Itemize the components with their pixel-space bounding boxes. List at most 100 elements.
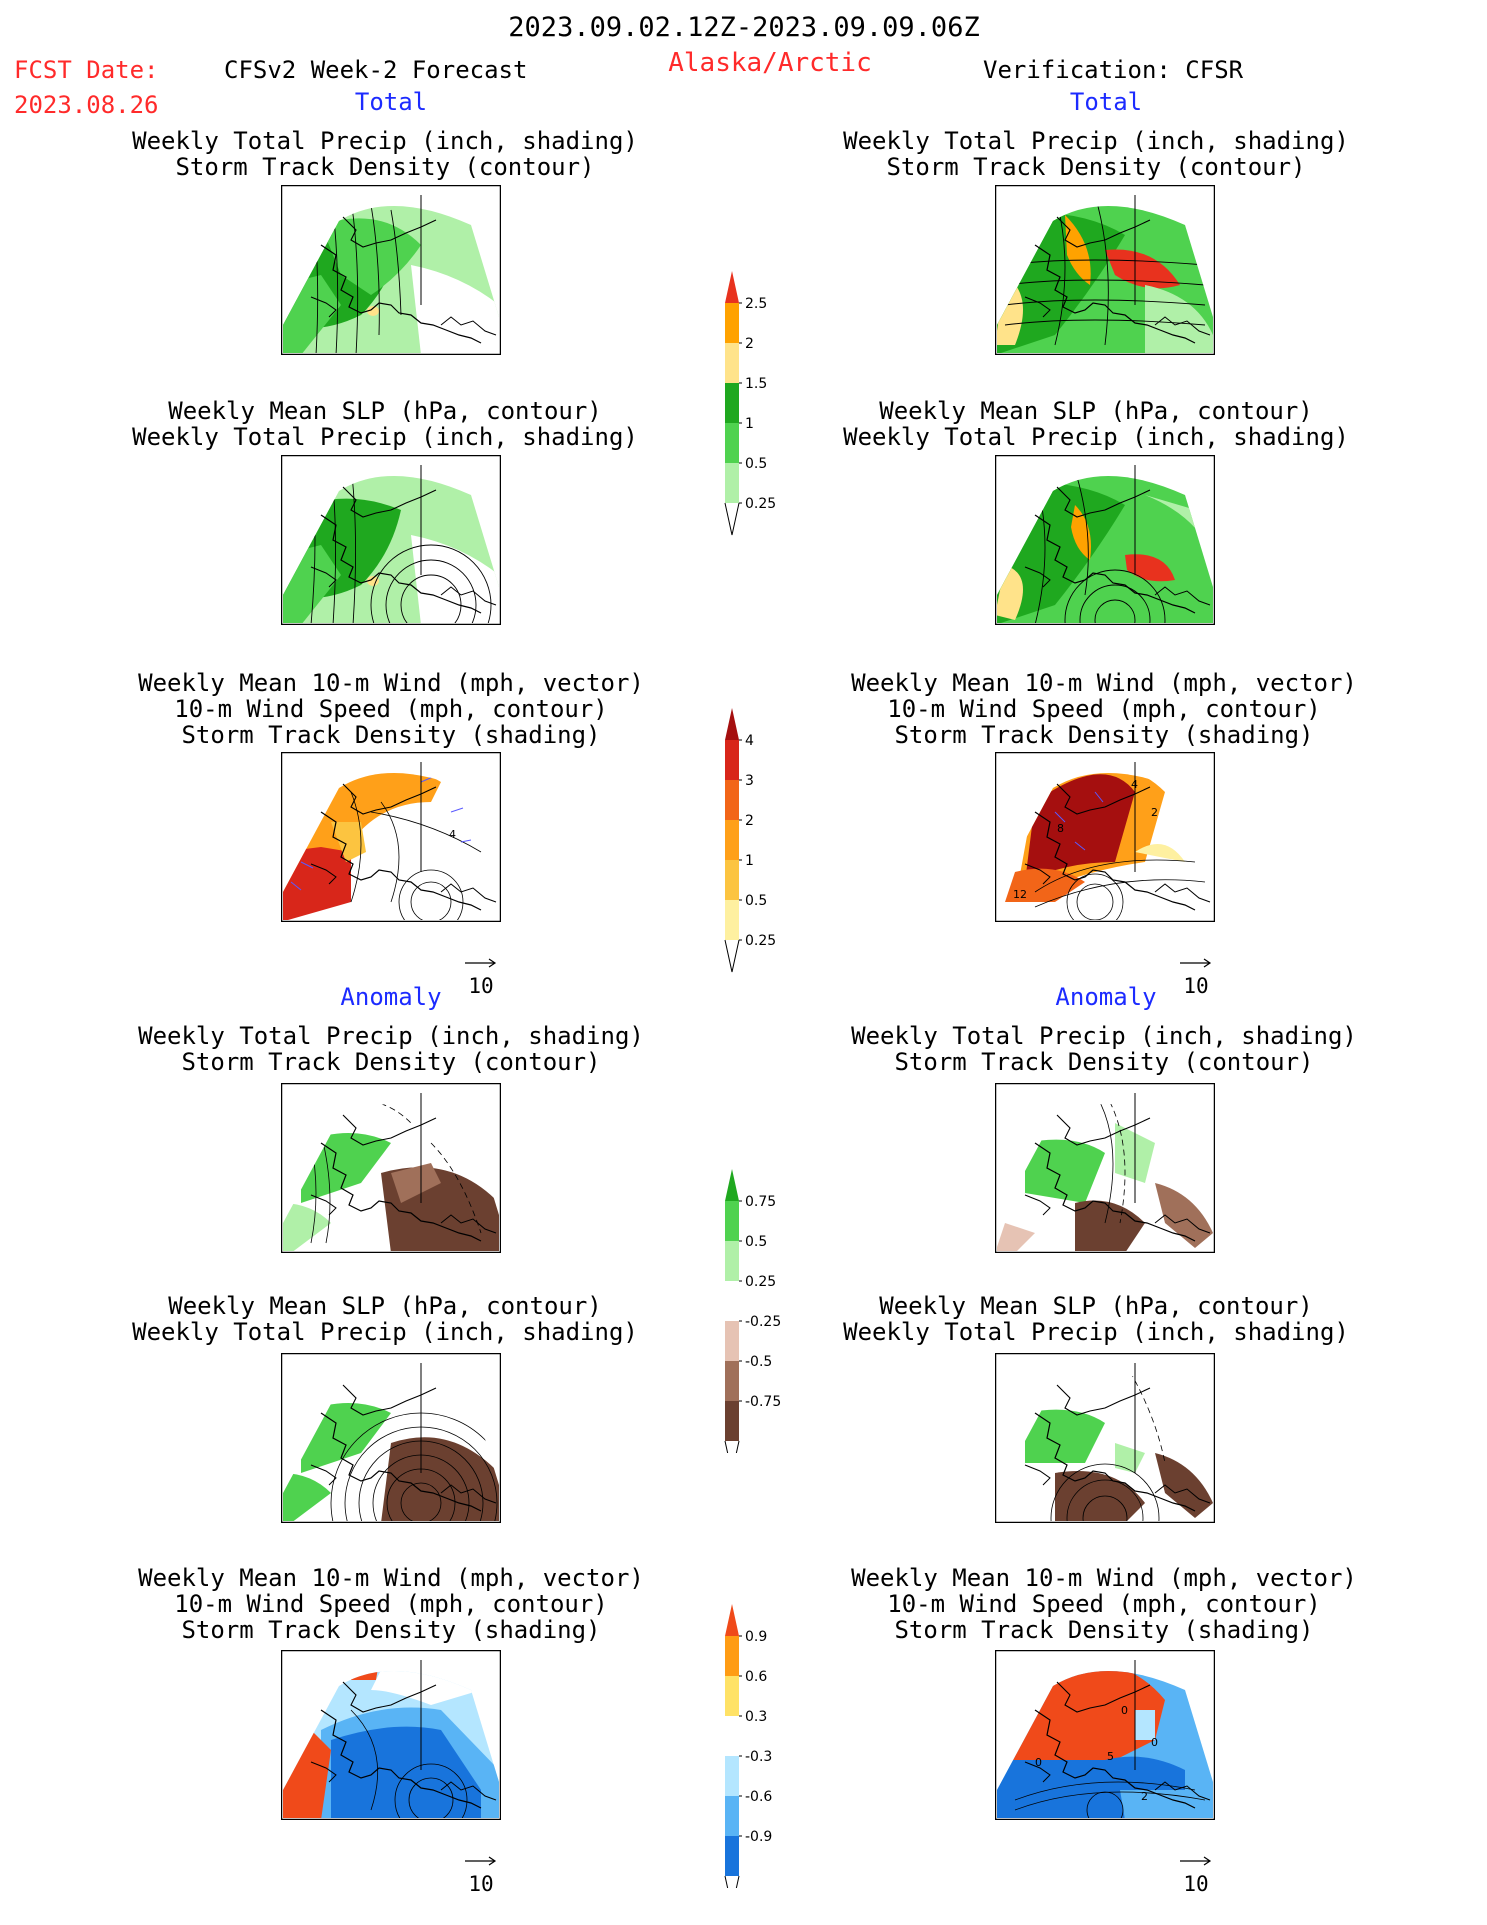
colorbar-swatch: [725, 1796, 739, 1836]
colorbar-tip: [724, 1875, 740, 1888]
colorbar-label: -0.3: [745, 1749, 772, 1765]
colorbar-swatch: [725, 780, 739, 820]
colorbar-label: -0.5: [745, 1354, 772, 1370]
colorbar-label: 0.25: [745, 1274, 776, 1290]
contour-label: 0: [1035, 1756, 1042, 1769]
colorbar-label: 0.3: [745, 1709, 767, 1725]
colorbar-swatch: [725, 1836, 739, 1876]
colorbar-swatch: [725, 1636, 739, 1676]
map-anom-precip-storm-right: [995, 1083, 1215, 1253]
contour-label: 4: [449, 828, 456, 841]
colorbar-label: 0.25: [745, 933, 776, 949]
panel-title-anom-slp-right: Weekly Mean SLP (hPa, contour) Weekly Tot…: [843, 1292, 1349, 1346]
map-anom-slp-precip-right: [995, 1353, 1215, 1523]
arrow-right-icon: [1180, 958, 1212, 968]
colorbar-swatch: [725, 1201, 739, 1241]
fcst-date-value: 2023.08.26: [14, 91, 159, 119]
colorbar-storm-total: 4 3 2 1 0.5 0.25: [724, 708, 776, 973]
colorbar-swatch: [725, 1169, 739, 1201]
panel-title-anom-wind-left: Weekly Mean 10-m Wind (mph, vector) 10-m …: [138, 1564, 644, 1644]
colorbar-swatch: [725, 708, 739, 740]
contour-label: 8: [1057, 822, 1064, 835]
colorbar-swatch: [725, 1604, 739, 1636]
colorbar-swatch: [725, 1676, 739, 1716]
arrow-right-icon: [465, 1856, 497, 1866]
vector-reference-total-left: 10: [451, 953, 511, 998]
panel-title-total-slp-left: Weekly Mean SLP (hPa, contour) Weekly Tot…: [132, 397, 638, 451]
vector-reference-total-right: 10: [1166, 953, 1226, 998]
colorbar-tip: [724, 939, 740, 973]
colorbar-swatch: [725, 820, 739, 860]
colorbar-swatch: [725, 1756, 739, 1796]
colorbar-label: 0.75: [745, 1194, 776, 1210]
colorbar-label: 2: [745, 336, 754, 352]
map-total-slp-precip-right: [995, 455, 1215, 625]
contour-label: 5: [1107, 1750, 1114, 1763]
map-anom-precip-storm-left: [281, 1083, 501, 1253]
colorbar-label: 1: [745, 853, 754, 869]
contour-label: 4: [1131, 778, 1138, 791]
arrow-right-icon: [465, 958, 497, 968]
panel-title-anom-precip-left: Weekly Total Precip (inch, shading) Storm…: [138, 1022, 644, 1076]
colorbar-storm-anom: 0.9 0.6 0.3 -0.3 -0.6 -0.9: [724, 1604, 772, 1888]
colorbar-swatch: [725, 343, 739, 383]
contour-label: 2: [1141, 1790, 1148, 1803]
colorbar-label: -0.75: [745, 1394, 781, 1410]
section-anomaly-right: Anomaly: [1055, 983, 1157, 1011]
map-total-wind-storm-right: 4 2 8 12: [995, 752, 1215, 922]
contour-label: 0: [1121, 1704, 1128, 1717]
contour-label: 0: [1151, 1736, 1158, 1749]
colorbar-label: 0.5: [745, 456, 767, 472]
panel-title-anom-wind-right: Weekly Mean 10-m Wind (mph, vector) 10-m …: [851, 1564, 1357, 1644]
model-title: CFSv2 Week-2 Forecast: [224, 56, 528, 84]
colorbar-precip-anom: 0.75 0.5 0.25 -0.25 -0.5 -0.75: [724, 1169, 781, 1453]
colorbar-label: 3: [745, 773, 754, 789]
colorbar-swatch: [725, 1321, 739, 1361]
colorbar-swatch: [725, 463, 739, 503]
colorbar-precip-total: 2.5 2 1.5 1 0.5 0.25: [724, 271, 776, 536]
colorbar-label: 0.6: [745, 1669, 767, 1685]
colorbar-swatch: [725, 423, 739, 463]
contour-label: 2: [1151, 806, 1158, 819]
map-total-precip-storm-left: [281, 185, 501, 355]
colorbar-swatch: [725, 860, 739, 900]
colorbar-label: 0.5: [745, 1234, 767, 1250]
panel-title-anom-slp-left: Weekly Mean SLP (hPa, contour) Weekly Tot…: [132, 1292, 638, 1346]
colorbar-tip: [724, 1440, 740, 1453]
panel-title-total-precip-left: Weekly Total Precip (inch, shading) Storm…: [132, 127, 638, 181]
colorbar-label: -0.6: [745, 1789, 772, 1805]
vector-reference-anom-right: 10: [1166, 1851, 1226, 1896]
map-anom-slp-precip-left: [281, 1353, 501, 1523]
colorbar-label: 4: [745, 733, 754, 749]
colorbar-label: 1.5: [745, 376, 767, 392]
contour-label: 12: [1013, 888, 1027, 901]
map-total-slp-precip-left: [281, 455, 501, 625]
colorbar-tip: [724, 502, 740, 536]
colorbar-swatch: [725, 1401, 739, 1441]
colorbar-label: 0.5: [745, 893, 767, 909]
colorbar-label: 1: [745, 416, 754, 432]
colorbar-swatch: [725, 1361, 739, 1401]
colorbar-swatch: [725, 1716, 739, 1756]
colorbar-swatch: [725, 271, 739, 303]
colorbar-swatch: [725, 383, 739, 423]
panel-title-total-wind-right: Weekly Mean 10-m Wind (mph, vector) 10-m …: [851, 669, 1357, 749]
colorbar-label: 2.5: [745, 296, 767, 312]
fcst-date-label: FCST Date:: [14, 56, 159, 84]
colorbar-label: 2: [745, 813, 754, 829]
panel-title-total-wind-left: Weekly Mean 10-m Wind (mph, vector) 10-m …: [138, 669, 644, 749]
section-total-right: Total: [1069, 88, 1143, 116]
panel-title-total-precip-right: Weekly Total Precip (inch, shading) Storm…: [843, 127, 1349, 181]
colorbar-label: -0.25: [745, 1314, 781, 1330]
arrow-right-icon: [1180, 1856, 1212, 1866]
colorbar-swatch: [725, 1281, 739, 1321]
section-total-left: Total: [354, 88, 428, 116]
colorbar-swatch: [725, 740, 739, 780]
date-range-title: 2023.09.02.12Z-2023.09.09.06Z: [508, 12, 980, 43]
vector-reference-anom-left: 10: [451, 1851, 511, 1896]
panel-title-total-slp-right: Weekly Mean SLP (hPa, contour) Weekly Tot…: [843, 397, 1349, 451]
colorbar-label: 0.25: [745, 496, 776, 512]
region-title: Alaska/Arctic: [668, 48, 872, 78]
colorbar-swatch: [725, 303, 739, 343]
map-anom-wind-storm-left: [281, 1650, 501, 1820]
